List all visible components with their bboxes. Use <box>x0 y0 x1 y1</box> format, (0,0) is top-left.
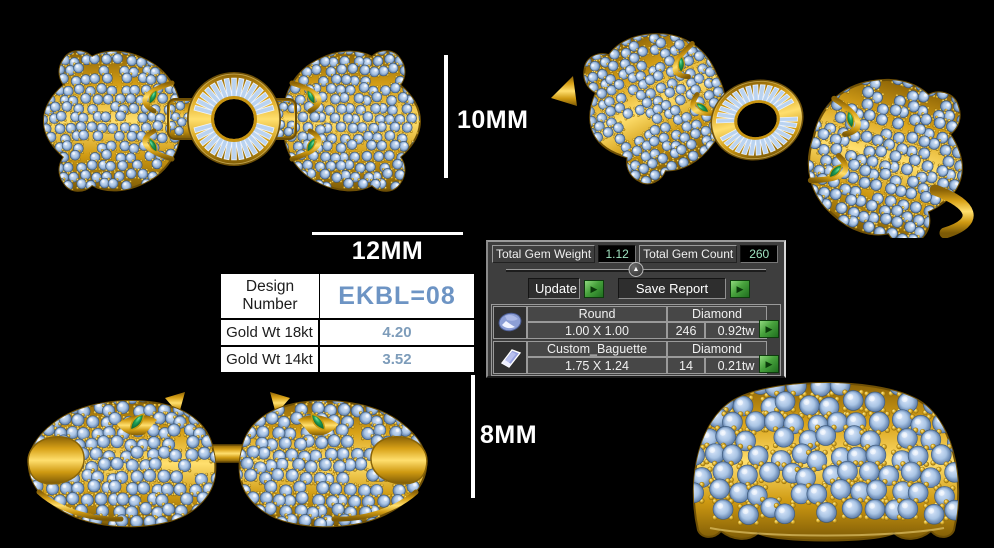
render-ring-top-view <box>42 50 422 192</box>
gem-type: Diamond <box>667 306 767 322</box>
baguette-gem-icon <box>493 341 527 374</box>
total-gem-weight-value: 1.12 <box>598 245 637 263</box>
render-ring-side-view <box>27 392 428 528</box>
gem-report-panel: Total Gem Weight 1.12 Total Gem Count 26… <box>486 240 786 378</box>
update-go-button[interactable]: ▶ <box>584 279 604 298</box>
panel-separator: ▲ <box>506 262 766 277</box>
gem-shape: Custom_Baguette <box>527 341 667 357</box>
gem-size: 1.00 X 1.00 <box>527 322 667 339</box>
gold-wt-14kt-label: Gold Wt 14kt <box>220 346 319 373</box>
collapse-panel-button[interactable]: ▲ <box>628 262 644 277</box>
dimension-label-8mm: 8MM <box>480 421 538 449</box>
dimension-line-10mm <box>444 55 448 178</box>
go-arrow-icon: ▶ <box>590 283 598 294</box>
gem-type: Diamond <box>667 341 767 357</box>
gem-row-baguette: Custom_Baguette Diamond 1.75 X 1.24 14 0… <box>493 341 779 374</box>
save-report-go-button[interactable]: ▶ <box>730 279 750 298</box>
gold-wt-14kt-value: 3.52 <box>319 346 475 373</box>
collapse-up-icon: ▲ <box>632 266 640 273</box>
design-number-value: EKBL=08 <box>319 273 475 319</box>
gem-row-go-button[interactable]: ▶ <box>759 355 779 373</box>
update-button[interactable]: Update <box>528 278 580 299</box>
round-gem-icon <box>493 306 527 339</box>
save-report-button[interactable]: Save Report <box>618 278 726 299</box>
design-spec-table: Design Number EKBL=08 Gold Wt 18kt 4.20 … <box>218 271 477 375</box>
gem-count: 246 <box>667 322 705 339</box>
gem-row-go-button[interactable]: ▶ <box>759 320 779 338</box>
go-arrow-icon: ▶ <box>736 283 744 294</box>
dimension-label-10mm: 10MM <box>457 106 529 134</box>
render-ring-perspective <box>551 12 982 238</box>
render-pave-dome-detail <box>692 382 960 542</box>
total-gem-count-value: 260 <box>740 245 779 263</box>
gem-shape: Round <box>527 306 667 322</box>
go-arrow-icon: ▶ <box>765 359 773 369</box>
gem-weight: 0.92tw <box>705 322 767 339</box>
gem-size: 1.75 X 1.24 <box>527 357 667 374</box>
dimension-line-12mm <box>312 232 463 235</box>
panel-buttons-row: Update ▶ Save Report ▶ <box>488 277 784 302</box>
go-arrow-icon: ▶ <box>765 324 773 334</box>
gem-totals-row: Total Gem Weight 1.12 Total Gem Count 26… <box>488 242 784 264</box>
gold-wt-18kt-value: 4.20 <box>319 319 475 346</box>
gem-table: Round Diamond 1.00 X 1.00 246 0.92tw ▶ C… <box>491 304 781 376</box>
dimension-line-8mm <box>471 375 475 498</box>
design-number-label: Design Number <box>220 273 320 319</box>
dimension-label-12mm: 12MM <box>351 237 424 265</box>
total-gem-count-label: Total Gem Count <box>639 245 738 263</box>
gem-weight: 0.21tw <box>705 357 767 374</box>
gem-row-round: Round Diamond 1.00 X 1.00 246 0.92tw ▶ <box>493 306 779 339</box>
total-gem-weight-label: Total Gem Weight <box>492 245 596 263</box>
gold-wt-18kt-label: Gold Wt 18kt <box>220 319 319 346</box>
gem-count: 14 <box>667 357 705 374</box>
